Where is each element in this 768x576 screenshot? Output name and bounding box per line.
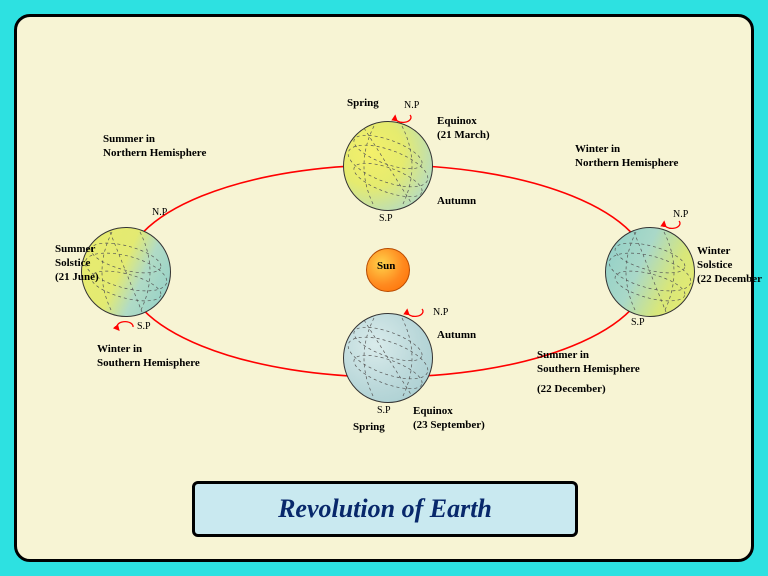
- winter-sh-2: Southern Hemisphere: [97, 357, 200, 371]
- diagram-frame: Sun: [14, 14, 754, 562]
- summer-sh-3: (22 December): [537, 383, 606, 397]
- title-box: Revolution of Earth: [192, 481, 578, 537]
- summer-sh-1: Summer in: [537, 349, 589, 363]
- summer-nh-1: Summer in: [103, 133, 155, 147]
- top-spring-label: Spring: [347, 97, 379, 111]
- summer-sol-2: Solstice: [55, 257, 90, 271]
- winter-sol-1: Winter: [697, 245, 730, 259]
- summer-nh-2: Northern Hemisphere: [103, 147, 206, 161]
- top-np-label: N.P: [404, 100, 419, 111]
- left-np-label: N.P: [152, 207, 167, 218]
- summer-sol-3: (21 June): [55, 271, 99, 285]
- bottom-spring-label: Spring: [353, 421, 385, 435]
- top-autumn-label: Autumn: [437, 195, 476, 209]
- winter-sol-2: Solstice: [697, 259, 732, 273]
- bottom-np-label: N.P: [433, 307, 448, 318]
- winter-nh-2: Northern Hemisphere: [575, 157, 678, 171]
- left-sp-label: S.P: [137, 321, 151, 332]
- top-equinox-label-2: (21 March): [437, 129, 490, 143]
- winter-sh-1: Winter in: [97, 343, 142, 357]
- summer-sh-2: Southern Hemisphere: [537, 363, 640, 377]
- winter-sol-3: (22 December: [697, 273, 762, 287]
- winter-nh-1: Winter in: [575, 143, 620, 157]
- right-np-label: N.P: [673, 209, 688, 220]
- diagram-title: Revolution of Earth: [278, 494, 492, 524]
- bottom-equinox-1: Equinox: [413, 405, 453, 419]
- summer-sol-1: Summer: [55, 243, 95, 257]
- top-sp-label: S.P: [379, 213, 393, 224]
- top-equinox-label-1: Equinox: [437, 115, 477, 129]
- bottom-equinox-2: (23 September): [413, 419, 485, 433]
- right-sp-label: S.P: [631, 317, 645, 328]
- bottom-sp-label: S.P: [377, 405, 391, 416]
- bottom-autumn-label: Autumn: [437, 329, 476, 343]
